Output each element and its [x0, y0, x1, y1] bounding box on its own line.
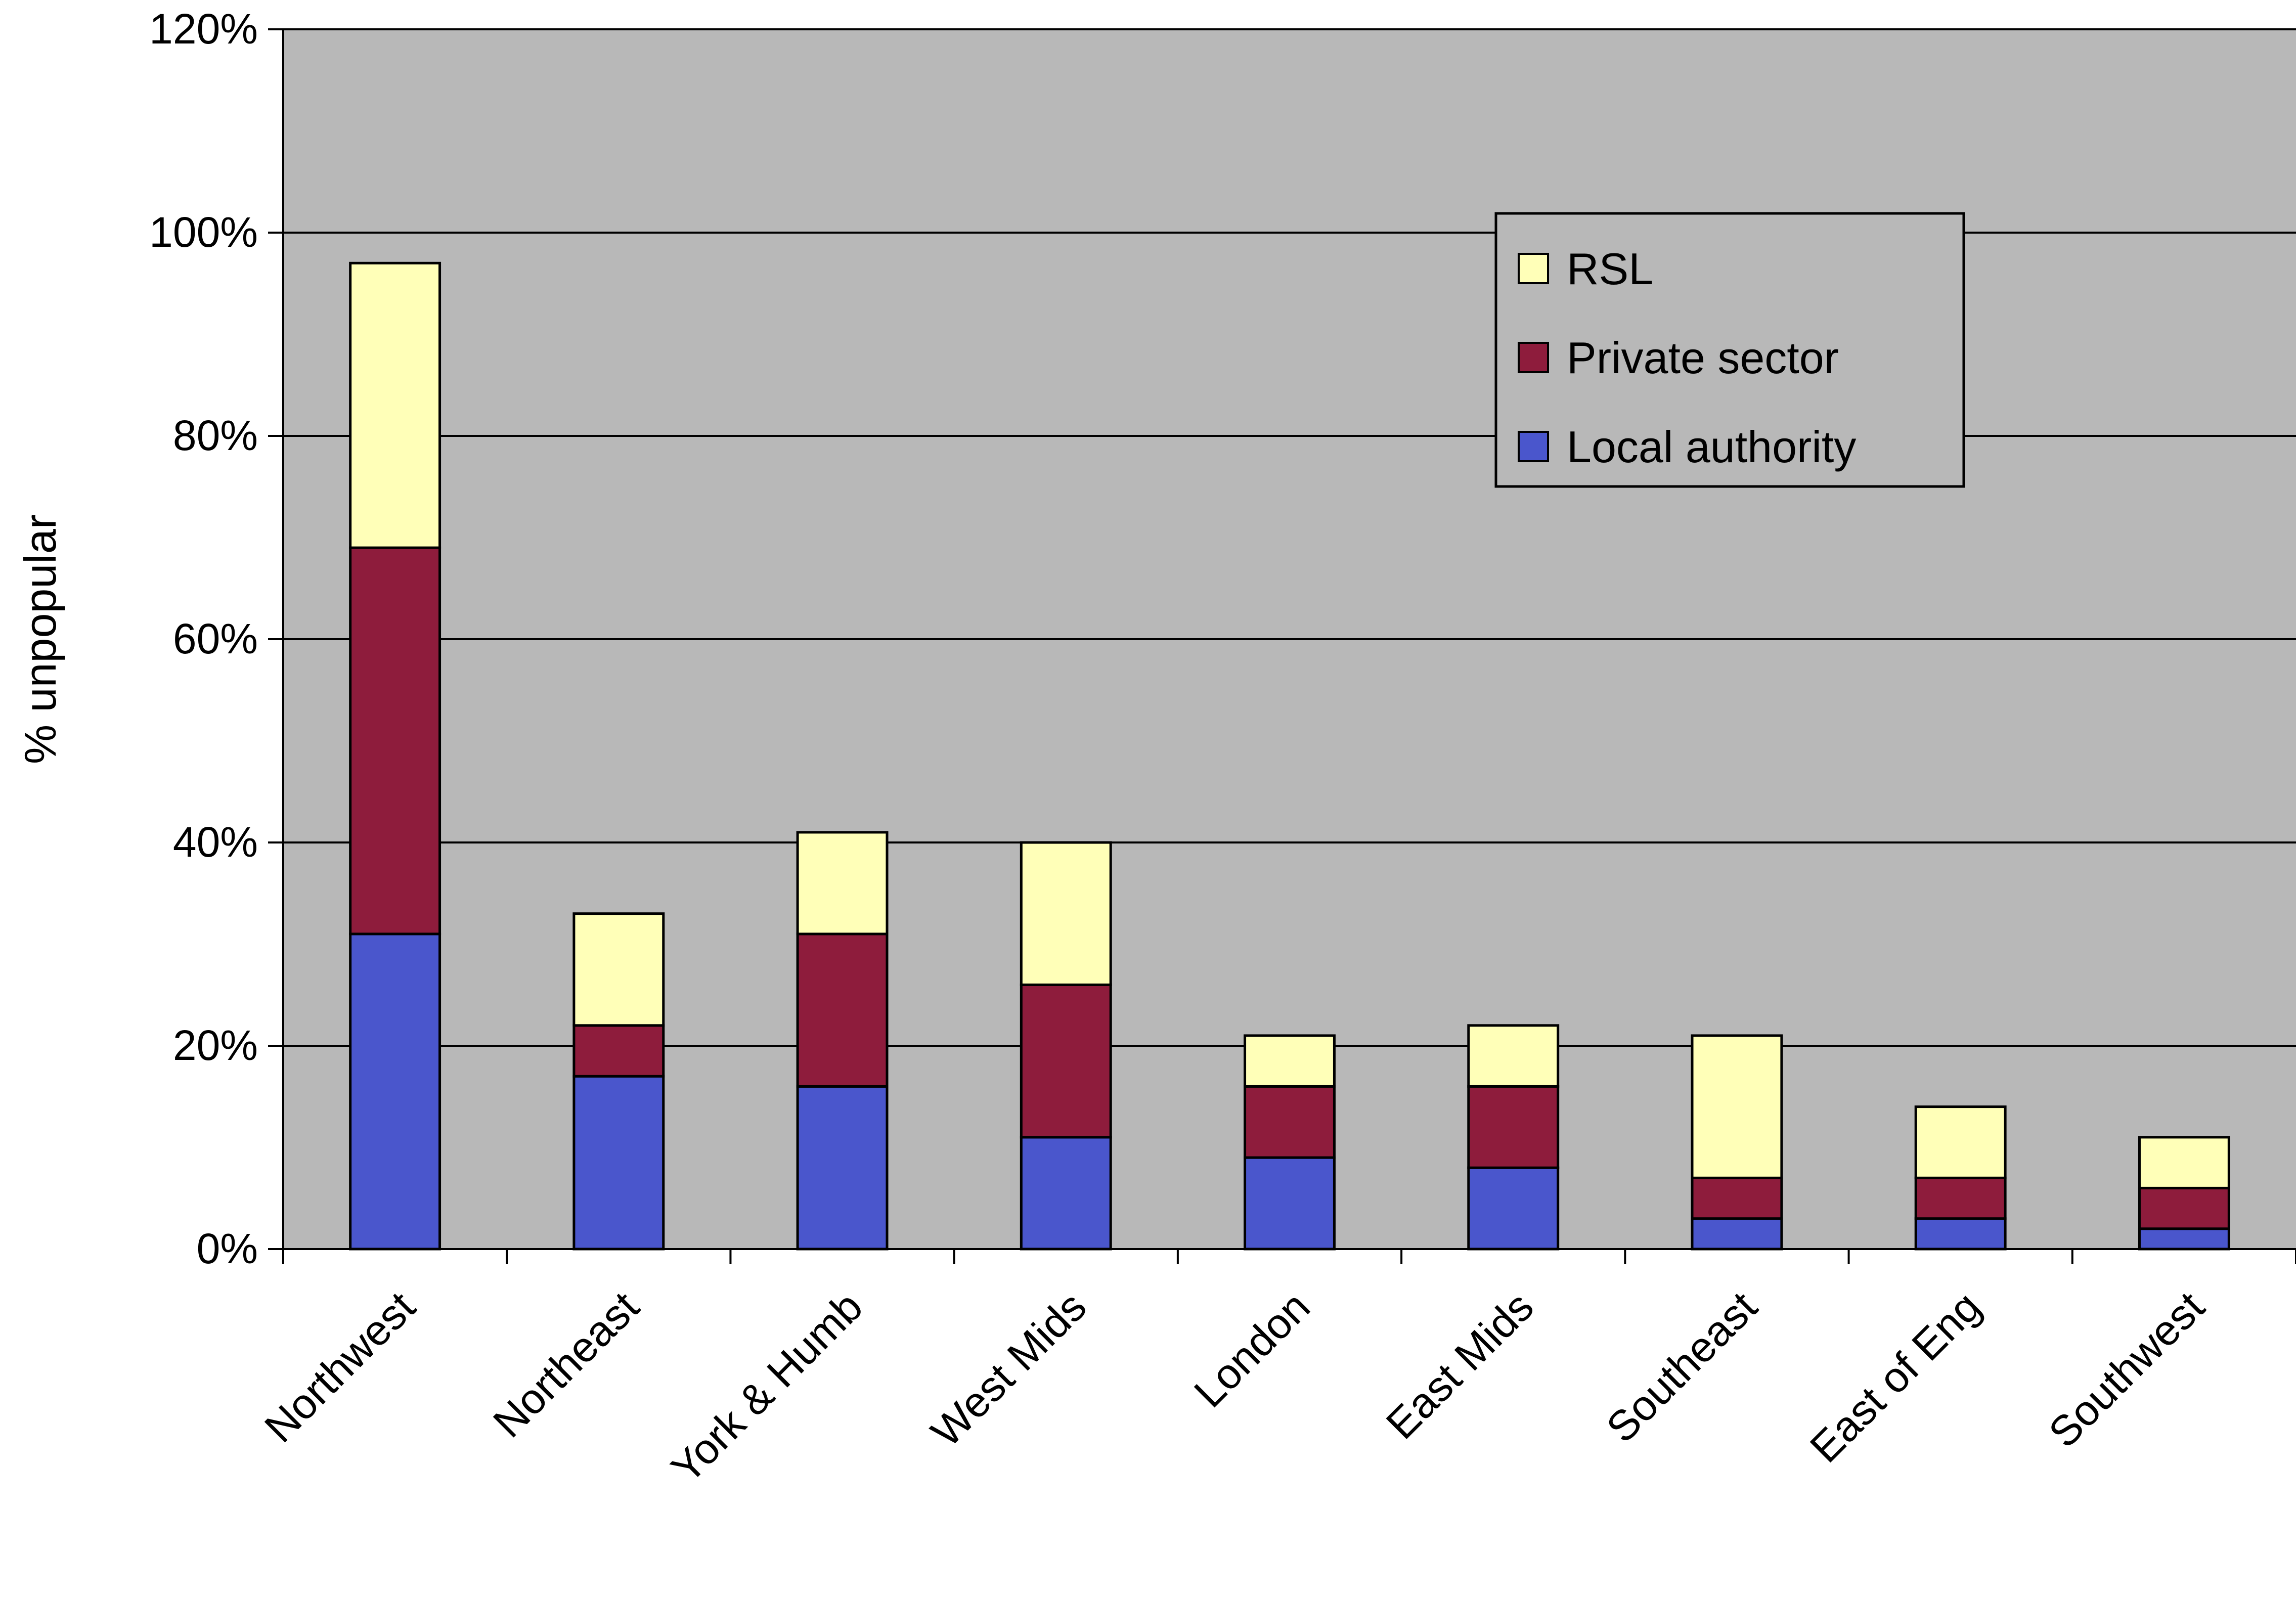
y-tick-label: 40%: [173, 818, 258, 866]
bar-segment-local-authority: [796, 1085, 889, 1251]
bar-segment-private-sector: [1691, 1176, 1783, 1220]
x-tick-label: Southeast: [1597, 1282, 1766, 1451]
bar-segment-local-authority: [572, 1075, 665, 1251]
y-tick-label: 20%: [173, 1021, 258, 1069]
bar-segment-local-authority: [1020, 1136, 1112, 1251]
y-tick-label: 80%: [173, 412, 258, 459]
bar-segment-rsl: [1914, 1105, 2007, 1179]
bar-segment-private-sector: [1244, 1085, 1336, 1159]
bar-segment-rsl: [572, 912, 665, 1027]
bar-segment-private-sector: [1914, 1176, 2007, 1220]
bar-segment-rsl: [1244, 1034, 1336, 1088]
y-tick-label: 0%: [197, 1225, 258, 1272]
x-tick-label: Northeast: [484, 1282, 648, 1446]
x-axis-ticks: Northwest Northeast York & Humb West Mids Lo…: [255, 1249, 2296, 1492]
bar-segment-rsl: [1691, 1034, 1783, 1179]
legend-box: [1494, 212, 1965, 488]
bar-segment-private-sector: [2138, 1186, 2230, 1230]
bar-segment-private-sector: [1467, 1085, 1560, 1169]
x-tick-label: York & Humb: [662, 1282, 871, 1492]
y-axis-ticks: 0% 20% 40% 60% 80% 100% 120%: [149, 5, 283, 1272]
y-tick-label: 60%: [173, 615, 258, 662]
bar-segment-local-authority: [1467, 1166, 1560, 1251]
x-tick-label: East Mids: [1377, 1282, 1542, 1448]
y-tick-label: 100%: [149, 208, 258, 256]
bar-segment-local-authority: [1244, 1156, 1336, 1251]
x-tick-label: London: [1185, 1282, 1319, 1416]
bars: [349, 261, 2230, 1251]
legend-swatch: [1518, 253, 1549, 284]
bar-segment-local-authority: [349, 932, 441, 1251]
x-tick-label: Northwest: [255, 1282, 424, 1451]
bar-segment-rsl: [1020, 841, 1112, 986]
legend: RSL Private sector Local authority: [1494, 212, 1965, 488]
legend-label: Private sector: [1567, 333, 1839, 383]
bar-segment-private-sector: [796, 932, 889, 1088]
bar-segment-private-sector: [1020, 983, 1112, 1139]
bar-segment-local-authority: [1914, 1217, 2007, 1251]
legend-label: RSL: [1567, 244, 1653, 294]
x-tick-label: Southwest: [2040, 1282, 2214, 1456]
bar-segment-private-sector: [572, 1024, 665, 1078]
legend-swatch: [1518, 342, 1549, 373]
bar-segment-rsl: [1467, 1024, 1560, 1088]
y-tick-label: 120%: [149, 5, 258, 53]
bar-segment-local-authority: [2138, 1227, 2230, 1251]
bar-segment-local-authority: [1691, 1217, 1783, 1251]
y-axis-title: % unpopular: [15, 514, 65, 764]
bar-segment-private-sector: [349, 546, 441, 936]
bar-segment-rsl: [2138, 1136, 2230, 1189]
x-tick-label: East of Eng: [1801, 1282, 1990, 1472]
bar-segment-rsl: [796, 831, 889, 936]
bar-segment-rsl: [349, 261, 441, 549]
legend-swatch: [1518, 431, 1549, 462]
x-tick-label: West Mids: [922, 1282, 1095, 1456]
legend-label: Local authority: [1567, 422, 1856, 472]
